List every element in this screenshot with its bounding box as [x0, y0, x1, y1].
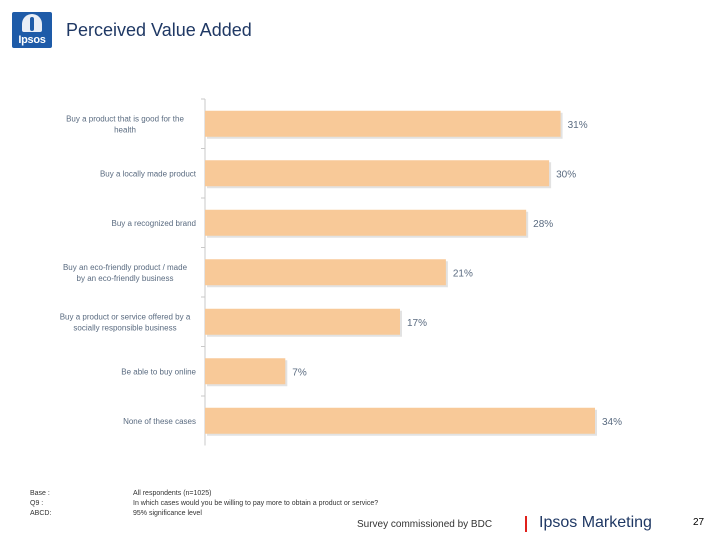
value-label: 34%	[602, 417, 622, 428]
bar	[205, 358, 286, 385]
bar	[205, 407, 595, 434]
footer-question-label: Q9 :	[30, 500, 44, 507]
category-label: Buy a product or service offered by a soc…	[60, 312, 191, 332]
value-label: 7%	[292, 367, 307, 378]
bar	[205, 160, 550, 187]
category-label-line: None of these cases	[123, 417, 196, 426]
category-label-line: by an eco-friendly business	[77, 274, 174, 283]
category-label-line: Buy a product that is good for the	[66, 114, 184, 123]
footer-question-value: In which cases would you be willing to p…	[133, 500, 379, 507]
bar	[205, 110, 561, 137]
ipsos-logo: Ipsos	[12, 12, 52, 48]
brand-name: Ipsos Marketing	[539, 514, 652, 531]
category-label: None of these cases	[123, 417, 196, 426]
category-label-line: Be able to buy online	[121, 367, 196, 376]
category-label-line: Buy a locally made product	[100, 169, 197, 178]
bar	[205, 209, 527, 236]
category-label-line: health	[114, 125, 136, 134]
category-label-line: Buy an eco-friendly product / made	[63, 263, 188, 272]
footer-significance-label: ABCD:	[30, 510, 52, 517]
bar	[205, 308, 400, 335]
category-label: Buy a recognized brand	[112, 219, 197, 228]
survey-commissioned-text: Survey commissioned by BDC	[357, 519, 493, 530]
page-title: Perceived Value Added	[66, 20, 252, 40]
value-label: 30%	[556, 169, 576, 180]
category-label-line: socially responsible business	[73, 323, 176, 332]
category-label: Be able to buy online	[121, 367, 196, 376]
value-label: 28%	[533, 219, 553, 230]
value-label: 31%	[568, 120, 588, 131]
category-label: Buy a product that is good for the health	[66, 114, 184, 134]
value-label: 17%	[407, 318, 427, 329]
logo-mark-icon	[22, 14, 42, 32]
page-number: 27	[693, 517, 705, 528]
value-label: 21%	[453, 268, 473, 279]
footer-significance-value: 95% significance level	[133, 510, 202, 517]
footer-base-value: All respondents (n=1025)	[133, 490, 212, 497]
category-label: Buy a locally made product	[100, 169, 197, 178]
footer-separator	[525, 516, 527, 532]
category-label: Buy an eco-friendly product / made by an …	[63, 263, 188, 283]
category-label-line: Buy a product or service offered by a	[60, 312, 191, 321]
logo-text: Ipsos	[18, 34, 46, 46]
category-label-line: Buy a recognized brand	[112, 219, 197, 228]
bar	[205, 259, 446, 286]
footer-base-label: Base :	[30, 490, 50, 497]
